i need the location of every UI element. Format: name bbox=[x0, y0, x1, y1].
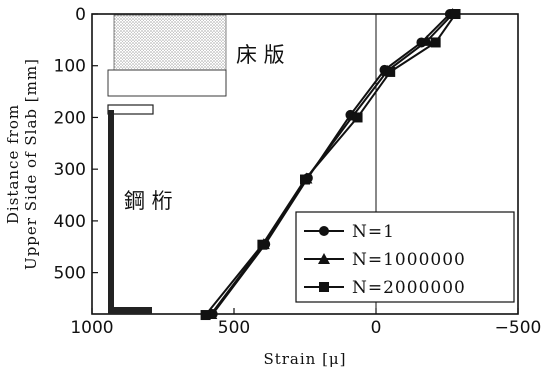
y-axis-ticks: 0 100 200 300 400 500 bbox=[54, 5, 98, 284]
data-point bbox=[257, 239, 268, 250]
y-tick-label: 200 bbox=[54, 108, 86, 128]
x-tick-label: −500 bbox=[495, 318, 541, 338]
legend-item: N=2000000 bbox=[304, 278, 466, 298]
x-axis-title: Strain [μ] bbox=[263, 350, 346, 368]
y-tick-label: 100 bbox=[54, 57, 86, 77]
slab-shaded-region bbox=[113, 14, 227, 71]
legend-swatch-marker bbox=[318, 253, 330, 264]
girder-top-flange bbox=[107, 104, 154, 115]
legend: N=1 N=1000000 N=2000000 bbox=[295, 211, 515, 303]
legend-items: N=1 N=1000000 N=2000000 bbox=[304, 222, 466, 298]
data-point bbox=[430, 37, 441, 48]
slab-haunch-outline bbox=[107, 69, 227, 97]
legend-swatch-marker bbox=[319, 282, 329, 292]
x-tick-label: 0 bbox=[371, 318, 382, 338]
legend-swatch-marker bbox=[319, 226, 329, 236]
girder-label: 鋼 桁 bbox=[124, 189, 173, 213]
legend-item: N=1 bbox=[304, 222, 395, 242]
x-tick-label: 1000 bbox=[70, 318, 113, 338]
girder-bottom-flange bbox=[108, 307, 152, 314]
legend-label: N=2000000 bbox=[352, 278, 466, 298]
legend-label: N=1 bbox=[352, 222, 395, 242]
data-point bbox=[421, 34, 434, 46]
legend-item: N=1000000 bbox=[304, 250, 466, 270]
x-axis-ticks: 1000 500 0 −500 bbox=[70, 308, 541, 338]
legend-label: N=1000000 bbox=[352, 250, 466, 270]
series-2 bbox=[200, 9, 461, 321]
slab-label: 床 版 bbox=[236, 43, 285, 67]
y-tick-label: 300 bbox=[54, 160, 86, 180]
data-point bbox=[385, 66, 396, 77]
data-point bbox=[352, 112, 363, 123]
y-tick-label: 400 bbox=[54, 212, 86, 232]
y-axis-title-line1: Distance from bbox=[4, 104, 22, 224]
slab-lower-outline bbox=[107, 69, 227, 97]
data-point bbox=[200, 310, 211, 321]
plot-frame bbox=[91, 13, 519, 315]
data-point bbox=[450, 9, 461, 19]
girder-web bbox=[108, 110, 114, 314]
x-tick-label: 500 bbox=[218, 318, 250, 338]
y-axis-title: Distance from Upper Side of Slab [mm] bbox=[4, 58, 40, 270]
y-axis-title-line2: Upper Side of Slab [mm] bbox=[22, 58, 40, 270]
y-tick-label: 500 bbox=[54, 264, 86, 284]
y-tick-label: 0 bbox=[75, 5, 86, 25]
series-layer bbox=[200, 8, 461, 321]
data-point bbox=[300, 174, 310, 185]
